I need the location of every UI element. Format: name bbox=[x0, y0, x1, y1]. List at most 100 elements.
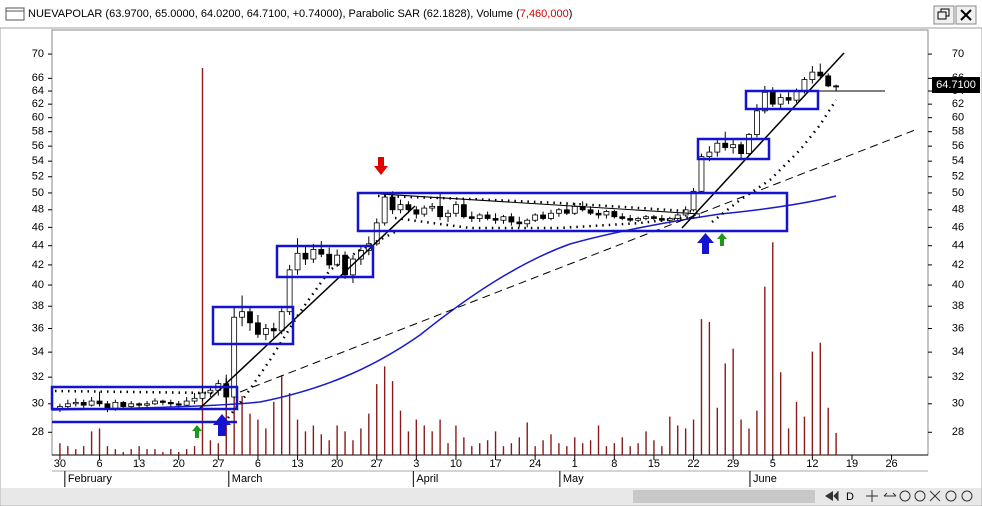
candle-body bbox=[199, 392, 206, 399]
buy-arrow bbox=[213, 414, 231, 436]
y-tick-label: 62 bbox=[32, 98, 44, 110]
x-tick-label: 6 bbox=[255, 458, 261, 470]
sar-dots bbox=[54, 389, 213, 395]
moving-average bbox=[51, 195, 837, 411]
y-tick-label: 36 bbox=[952, 322, 964, 334]
y-tick-label: 46 bbox=[32, 221, 44, 233]
x-tick-label: 13 bbox=[133, 458, 145, 470]
candle-body bbox=[144, 403, 150, 406]
candle-body bbox=[445, 212, 451, 218]
candle-body bbox=[651, 216, 657, 219]
y-tick-label: 70 bbox=[952, 48, 964, 60]
plot-layer: 2828303032323434363638384040424244444646… bbox=[32, 48, 964, 487]
x-tick-label: 22 bbox=[687, 458, 699, 470]
month-label: May bbox=[563, 473, 584, 485]
candle-body bbox=[413, 209, 420, 215]
candle-body bbox=[777, 97, 784, 105]
candle-body bbox=[429, 205, 436, 209]
restore-button[interactable] bbox=[933, 5, 955, 25]
y-tick-label: 48 bbox=[952, 204, 964, 216]
candle-body bbox=[714, 142, 721, 153]
last-price-label: 64.7100 bbox=[936, 79, 976, 91]
x-tick-label: 29 bbox=[727, 458, 739, 470]
y-tick-label: 56 bbox=[952, 140, 964, 152]
candle-body bbox=[286, 269, 293, 313]
scroll-thumb[interactable] bbox=[633, 490, 815, 503]
candle-body bbox=[326, 253, 333, 266]
candle-body bbox=[64, 403, 71, 407]
close-icon bbox=[960, 9, 972, 21]
candle-body bbox=[183, 400, 190, 406]
candle-body bbox=[484, 214, 491, 219]
zoom-out-icon[interactable] bbox=[914, 490, 926, 502]
candle-body bbox=[730, 144, 737, 149]
scroll-left[interactable] bbox=[825, 491, 833, 501]
x-tick-label: 20 bbox=[173, 458, 185, 470]
candle-body bbox=[270, 328, 277, 332]
month-label: February bbox=[68, 473, 113, 485]
x-tick-label: 19 bbox=[846, 458, 858, 470]
candle-body bbox=[769, 91, 776, 105]
zoom-in-icon[interactable] bbox=[945, 490, 957, 502]
x-tick-label: 1 bbox=[572, 458, 578, 470]
sell-arrow bbox=[374, 157, 388, 175]
x-tick-label: 27 bbox=[212, 458, 224, 470]
candle-body bbox=[611, 211, 618, 218]
y-tick-label: 44 bbox=[952, 240, 964, 252]
candle-body bbox=[342, 254, 348, 276]
close-button[interactable] bbox=[955, 5, 977, 25]
candle-body bbox=[191, 397, 198, 402]
toolbar-icons[interactable] bbox=[866, 490, 973, 502]
toolbar-label[interactable]: D bbox=[846, 491, 854, 503]
x-tick-label: 8 bbox=[611, 458, 617, 470]
sar-dots bbox=[54, 99, 838, 419]
candle-body bbox=[698, 156, 705, 192]
zoom-out-icon[interactable] bbox=[961, 490, 973, 502]
annotations bbox=[50, 52, 916, 438]
pan-icon[interactable] bbox=[866, 490, 878, 502]
y-tick-label: 30 bbox=[32, 398, 44, 410]
title-volume: 7,460,000 bbox=[520, 8, 569, 20]
title-main: NUEVAPOLAR (63.9700, 65.0000, 64.0200, 6… bbox=[28, 8, 520, 20]
y-tick-label: 38 bbox=[952, 300, 964, 312]
pattern-box bbox=[211, 305, 295, 346]
scroll-right[interactable] bbox=[833, 490, 839, 502]
x-tick-label: 17 bbox=[489, 458, 501, 470]
candle-body bbox=[492, 218, 499, 221]
y-tick-label: 52 bbox=[952, 171, 964, 183]
candle-body bbox=[468, 216, 475, 219]
title-bar bbox=[0, 0, 982, 28]
candle-body bbox=[825, 75, 832, 87]
sar-dots bbox=[377, 194, 701, 214]
candle-body bbox=[175, 403, 182, 406]
candle-body bbox=[761, 91, 768, 112]
zoom-in-icon[interactable] bbox=[899, 490, 911, 502]
pattern-box bbox=[696, 137, 771, 161]
y-tick-label: 32 bbox=[952, 371, 964, 383]
y-tick-label: 58 bbox=[32, 126, 44, 138]
x-tick-label: 12 bbox=[806, 458, 818, 470]
y-tick-label: 32 bbox=[32, 371, 44, 383]
candle-body bbox=[643, 216, 649, 219]
candle-body bbox=[437, 205, 444, 218]
candle-body bbox=[587, 209, 594, 214]
pattern-boxes bbox=[50, 89, 820, 424]
candle-body bbox=[817, 71, 824, 77]
candle-body bbox=[595, 212, 602, 216]
candle-body bbox=[738, 144, 744, 154]
y-tick-label: 52 bbox=[32, 171, 44, 183]
candle-body bbox=[159, 400, 166, 403]
candle-body bbox=[389, 196, 396, 211]
y-tick-label: 30 bbox=[952, 398, 964, 410]
y-tick-label: 60 bbox=[952, 112, 964, 124]
candle-body bbox=[207, 389, 214, 394]
y-tick-label: 58 bbox=[952, 126, 964, 138]
x-tick-label: 3 bbox=[413, 458, 419, 470]
scroll-icon[interactable] bbox=[883, 492, 897, 497]
reset-icon[interactable] bbox=[929, 490, 941, 502]
x-tick-label: 24 bbox=[529, 458, 541, 470]
y-tick-label: 54 bbox=[952, 155, 964, 167]
y-tick-label: 28 bbox=[32, 426, 44, 438]
y-tick-label: 40 bbox=[32, 279, 44, 291]
candle-body bbox=[318, 249, 325, 255]
